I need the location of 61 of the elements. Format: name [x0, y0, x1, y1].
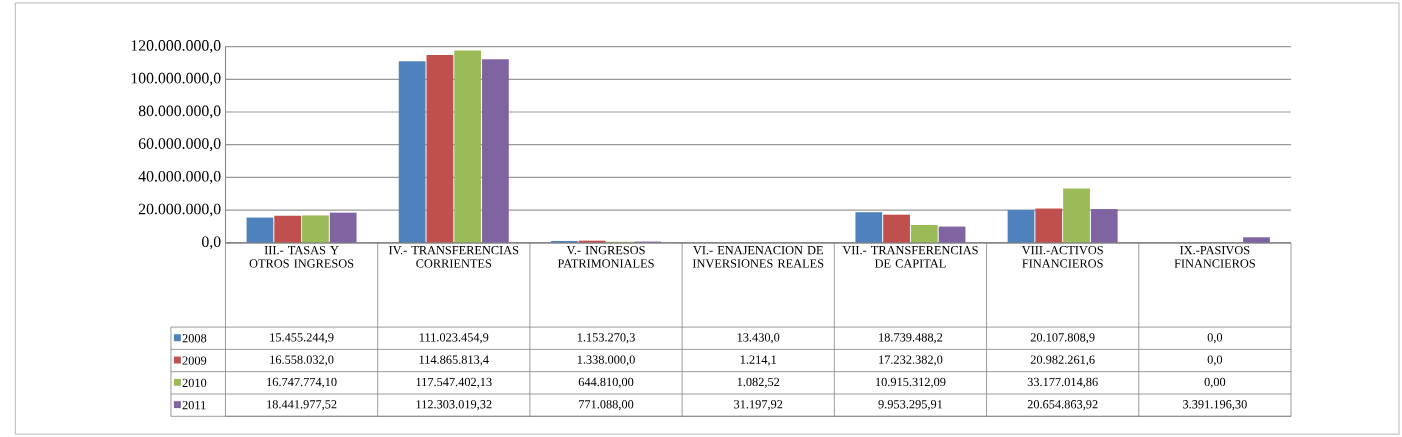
data-label: 18.441.977,52 [267, 400, 337, 411]
x-tick-label: VIII.-ACTIVOS FINANCIEROS [1021, 245, 1103, 268]
data-label: 15.455.244,9 [270, 333, 334, 344]
data-label: 16.747.774,10 [267, 377, 337, 388]
legend-label: 2010 [182, 378, 207, 387]
legend-label: 2008 [182, 334, 207, 343]
data-label: 3.391.196,30 [1183, 400, 1247, 411]
data-label: 1.338.000,0 [577, 355, 635, 366]
y-tick-label: 40.000.000,0 [138, 170, 221, 184]
data-label: 112.303.019,32 [416, 400, 492, 411]
data-label: 18.739.488,2 [879, 333, 943, 344]
data-label: 0,0 [1207, 355, 1223, 366]
bar [1063, 188, 1090, 243]
data-label: 114.865.813,4 [419, 355, 489, 366]
bar [1035, 208, 1063, 243]
data-label: 1.153.270,3 [577, 333, 635, 344]
x-tick-label: VII.- TRANSFERENCIAS DE CAPITAL [842, 245, 978, 268]
bar [1007, 209, 1035, 243]
bar [454, 50, 482, 243]
data-label: 20.107.808,9 [1030, 333, 1095, 344]
data-label: 31.197,92 [734, 400, 783, 411]
data-label: 111.023.454,9 [419, 333, 489, 344]
y-tick-label: 120.000.000,0 [131, 40, 221, 54]
x-tick-label: IX.-PASIVOS FINANCIEROS [1174, 245, 1255, 268]
data-label: 644.810,00 [578, 377, 634, 388]
data-label: 10.915.312,09 [876, 377, 946, 388]
data-label: 16.558.032,0 [270, 355, 334, 366]
bar [883, 214, 910, 243]
data-label: 20.654.863,92 [1027, 400, 1098, 411]
bar [855, 212, 883, 243]
legend-label: 2011 [182, 400, 206, 410]
y-tick-label: 20.000.000,0 [138, 203, 221, 217]
data-label: 17.232.382,0 [879, 355, 943, 366]
x-tick-label: III.- TASAS Y OTROS INGRESOS [249, 245, 354, 268]
data-label: 1.214,1 [740, 355, 777, 366]
data-label: 1.082,52 [737, 377, 780, 388]
legend-label: 2009 [182, 356, 207, 365]
bar [302, 215, 329, 243]
data-label: 0,0 [1207, 333, 1223, 344]
data-label: 20.982.261,6 [1030, 355, 1095, 366]
bar [274, 215, 302, 243]
bar [1090, 209, 1118, 243]
bar [426, 54, 454, 243]
bar [246, 217, 274, 243]
y-tick-label: 0,0 [202, 236, 221, 250]
y-tick-label: 80.000.000,0 [138, 105, 221, 119]
data-label: 13.430,0 [737, 333, 780, 344]
bar [482, 59, 509, 243]
data-label: 9.953.295,91 [878, 400, 943, 411]
bar [329, 212, 357, 243]
bar [398, 61, 426, 243]
y-tick-label: 100.000.000,0 [131, 72, 221, 86]
y-tick-label: 60.000.000,0 [138, 138, 221, 152]
x-tick-label: VI.- ENAJENACION DE INVERSIONES REALES [692, 245, 824, 268]
data-label: 117.547.402,13 [416, 377, 492, 388]
bar [910, 224, 938, 243]
x-tick-label: IV.- TRANSFERENCIAS CORRIENTES [389, 245, 519, 268]
data-label: 771.088,00 [579, 400, 634, 411]
data-label: 0,00 [1204, 377, 1226, 388]
data-label: 33.177.014,86 [1027, 377, 1098, 388]
x-tick-label: V.- INGRESOS PATRIMONIALES [557, 245, 654, 268]
